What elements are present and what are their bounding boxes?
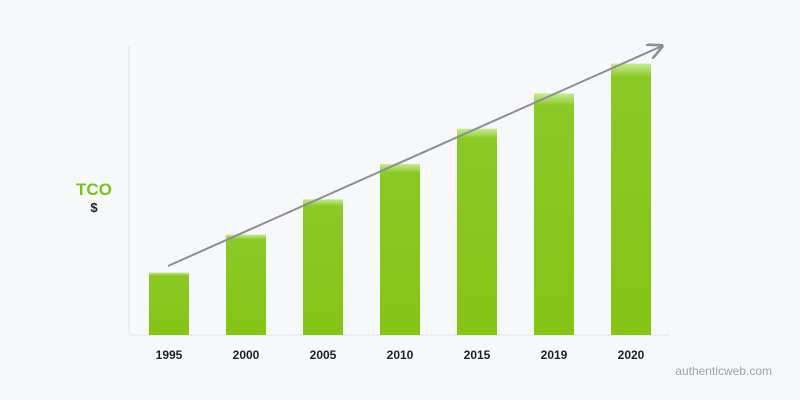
x-tick-labels: 1995 2000 2005 2010 2015 2019 2020: [156, 348, 645, 362]
x-tick-label: 2019: [541, 348, 568, 362]
bar-2020: [611, 63, 651, 335]
x-tick-label: 2020: [618, 348, 645, 362]
x-tick-label: 2010: [387, 348, 414, 362]
bar-2005: [303, 199, 343, 335]
x-tick-label: 1995: [156, 348, 183, 362]
bar-2019: [534, 93, 574, 335]
bar-2000: [226, 234, 266, 335]
x-tick-label: 2000: [233, 348, 260, 362]
watermark: authenticweb.com: [675, 364, 772, 378]
bars-group: [149, 63, 651, 335]
x-tick-label: 2015: [464, 348, 491, 362]
bar-2010: [380, 164, 420, 335]
x-tick-label: 2005: [310, 348, 337, 362]
bar-2015: [457, 128, 497, 335]
y-axis-unit: $: [90, 200, 98, 215]
trend-arrow: [167, 46, 662, 267]
y-axis-label: TCO: [76, 180, 112, 199]
bar-1995: [149, 272, 189, 335]
